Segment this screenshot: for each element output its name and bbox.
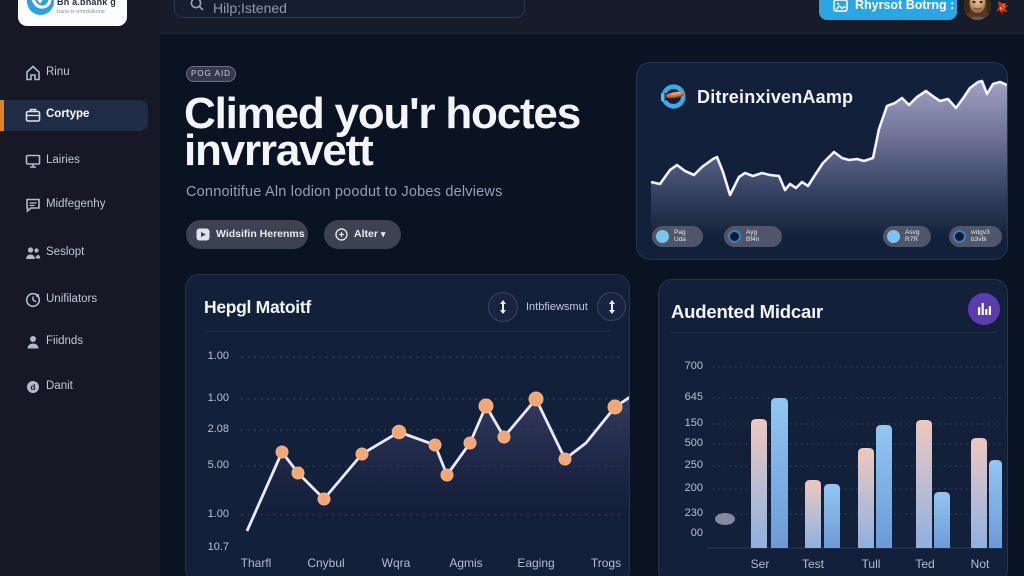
svg-text:d: d [31, 383, 36, 392]
